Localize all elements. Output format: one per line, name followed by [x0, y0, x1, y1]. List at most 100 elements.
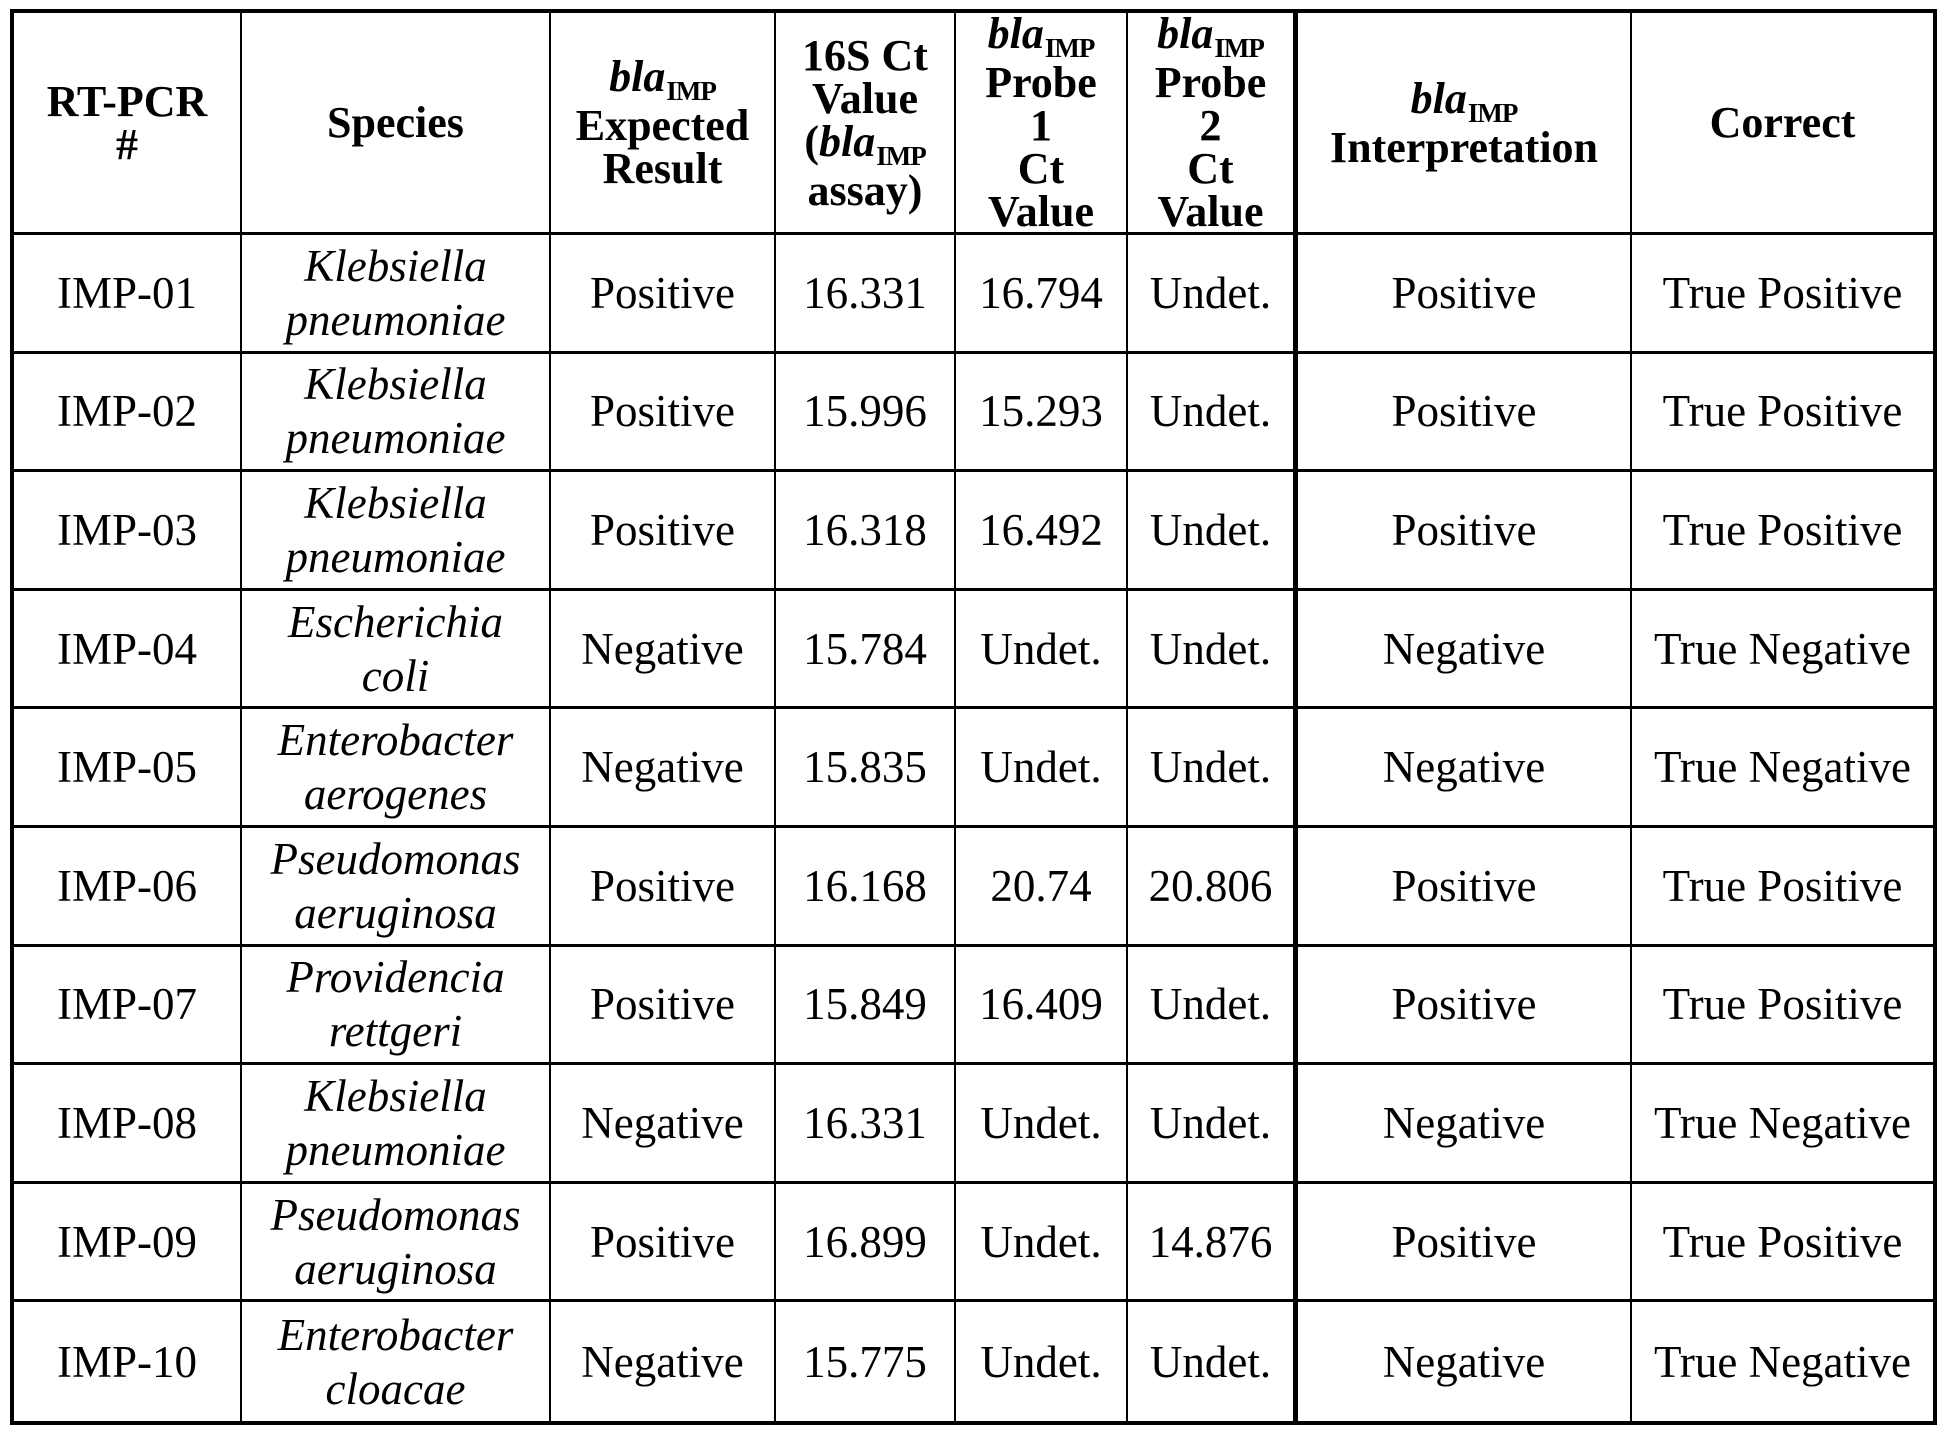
cell-imp-01-ct-16s: 16.331	[776, 235, 956, 354]
cell-imp-10-ct-16s: 15.775	[776, 1302, 956, 1421]
header-line: Probe	[1155, 61, 1267, 105]
header-text: Correct	[1709, 98, 1856, 147]
cell-imp-01-probe1-ct: 16.794	[956, 235, 1128, 354]
cell-imp-08-expected-result: Negative	[551, 1065, 776, 1184]
cell-imp-09-species: Pseudomonas aeruginosa	[242, 1183, 551, 1303]
cell-imp-07-ct-16s: 15.849	[776, 946, 956, 1066]
species-line: rettgeri	[328, 1006, 463, 1057]
header-text: Value	[812, 73, 918, 123]
header-line: blaIMP	[987, 13, 1096, 63]
header-text: assay)	[807, 165, 923, 215]
cell-imp-08-species: Klebsiella pneumoniae	[242, 1065, 551, 1184]
cell-imp-05-rt-pcr-number: IMP-05	[14, 709, 242, 828]
column-header-bla-imp-expected-result: blaIMP Expected Result	[551, 13, 776, 235]
header-line: Interpretation	[1329, 122, 1599, 172]
gene-name-italic: bla	[1157, 13, 1214, 58]
cell-imp-03-species: Klebsiella pneumoniae	[242, 472, 551, 591]
cell-imp-10-probe1-ct: Undet.	[956, 1302, 1128, 1421]
cell-imp-09-interpretation: Positive	[1298, 1183, 1632, 1303]
species-line: Providencia	[286, 952, 505, 1003]
cell-imp-06-species: Pseudomonas aeruginosa	[242, 827, 551, 947]
species-line: Klebsiella	[304, 1070, 487, 1121]
species-line: Klebsiella	[304, 359, 487, 410]
cell-imp-06-rt-pcr-number: IMP-06	[14, 827, 242, 947]
cell-imp-10-rt-pcr-number: IMP-10	[14, 1302, 242, 1421]
species-line: cloacae	[325, 1363, 466, 1414]
gene-name-italic: bla	[818, 116, 876, 166]
cell-imp-01-rt-pcr-number: IMP-01	[14, 235, 242, 354]
header-text: Expected	[575, 101, 750, 150]
cell-imp-02-ct-16s: 15.996	[776, 353, 956, 473]
column-header-species: Species	[242, 13, 551, 235]
cell-imp-05-species: Enterobacter aerogenes	[242, 709, 551, 828]
cell-imp-07-probe1-ct: 16.409	[956, 946, 1128, 1066]
cell-imp-10-probe2-ct: Undet.	[1128, 1302, 1298, 1421]
cell-imp-10-interpretation: Negative	[1298, 1302, 1632, 1421]
species-line: pneumoniae	[285, 413, 506, 464]
cell-imp-06-ct-16s: 16.168	[776, 827, 956, 947]
header-line: #	[116, 122, 138, 166]
cell-imp-09-ct-16s: 16.899	[776, 1183, 956, 1303]
cell-imp-03-interpretation: Positive	[1298, 472, 1632, 591]
column-header-16s-ct-value-bla-imp-assay: 16S Ct Value (blaIMP assay)	[776, 13, 956, 235]
cell-imp-08-rt-pcr-number: IMP-08	[14, 1065, 242, 1184]
cell-imp-07-species: Providencia rettgeri	[242, 946, 551, 1066]
header-line: blaIMP	[1157, 13, 1265, 63]
header-line: Expected	[575, 101, 750, 150]
cell-imp-08-probe2-ct: Undet.	[1128, 1065, 1298, 1184]
cell-imp-05-correct: True Negative	[1632, 709, 1933, 828]
header-text: Interpretation	[1329, 122, 1599, 172]
header-line: Ct	[1018, 147, 1064, 191]
header-text: 16S Ct	[802, 30, 928, 80]
cell-imp-09-rt-pcr-number: IMP-09	[14, 1183, 242, 1303]
column-header-bla-imp-interpretation: blaIMP Interpretation	[1298, 13, 1632, 235]
column-header-bla-imp-probe-2-ct-value: blaIMP Probe 2 Ct Value	[1128, 13, 1298, 235]
cell-imp-06-expected-result: Positive	[551, 827, 776, 947]
column-header-rt-pcr-number: RT-PCR #	[14, 13, 242, 235]
cell-imp-06-correct: True Positive	[1632, 828, 1933, 947]
header-text: Probe	[985, 58, 1097, 107]
cell-imp-07-interpretation: Positive	[1298, 946, 1632, 1066]
gene-name-italic: bla	[987, 13, 1044, 58]
cell-imp-08-correct: True Negative	[1632, 1065, 1933, 1184]
gene-subscript: IMP	[666, 76, 716, 106]
header-text: (	[804, 116, 819, 166]
cell-imp-01-species: Klebsiella pneumoniae	[242, 235, 551, 354]
species-line: Escherichia	[288, 596, 503, 647]
header-line: 16S Ct	[802, 30, 928, 80]
species-line: Klebsiella	[304, 240, 487, 291]
rt-pcr-blaimp-results-table: RT-PCR # Species blaIMP Expected Result 16S Ct…	[10, 9, 1937, 1425]
species-line: pneumoniae	[285, 294, 506, 345]
cell-imp-08-ct-16s: 16.331	[776, 1065, 956, 1184]
cell-imp-07-correct: True Positive	[1632, 947, 1933, 1066]
cell-imp-10-species: Enterobacter cloacae	[242, 1302, 551, 1421]
header-line: Value	[812, 73, 918, 123]
cell-imp-03-probe1-ct: 16.492	[956, 472, 1128, 591]
cell-imp-01-expected-result: Positive	[551, 235, 776, 354]
cell-imp-08-probe1-ct: Undet.	[956, 1065, 1128, 1184]
header-line: blaIMP	[609, 55, 717, 107]
species-line: Enterobacter	[277, 1309, 514, 1360]
species-line: coli	[361, 650, 430, 701]
header-text: Value	[988, 187, 1094, 235]
species-line: pneumoniae	[285, 531, 506, 582]
header-line: 2	[1199, 101, 1222, 150]
header-text: 2	[1199, 101, 1222, 150]
cell-imp-04-rt-pcr-number: IMP-04	[14, 590, 242, 710]
cell-imp-02-correct: True Positive	[1632, 354, 1933, 473]
cell-imp-09-probe1-ct: Undet.	[956, 1183, 1128, 1303]
cell-imp-06-probe2-ct: 20.806	[1128, 827, 1298, 947]
column-header-correct: Correct	[1632, 13, 1933, 235]
cell-imp-03-correct: True Positive	[1632, 472, 1933, 591]
gene-subscript: IMP	[1467, 97, 1518, 128]
header-line: Ct	[1187, 147, 1233, 191]
cell-imp-01-probe2-ct: Undet.	[1128, 235, 1298, 354]
cell-imp-02-expected-result: Positive	[551, 353, 776, 473]
cell-imp-10-expected-result: Negative	[551, 1302, 776, 1421]
cell-imp-02-probe1-ct: 15.293	[956, 353, 1128, 473]
header-line: RT-PCR	[47, 79, 208, 123]
header-line: Value	[1158, 190, 1264, 233]
species-line: Enterobacter	[277, 715, 514, 766]
cell-imp-10-correct: True Negative	[1653, 1336, 1912, 1387]
species-line: pneumoniae	[285, 1124, 506, 1175]
